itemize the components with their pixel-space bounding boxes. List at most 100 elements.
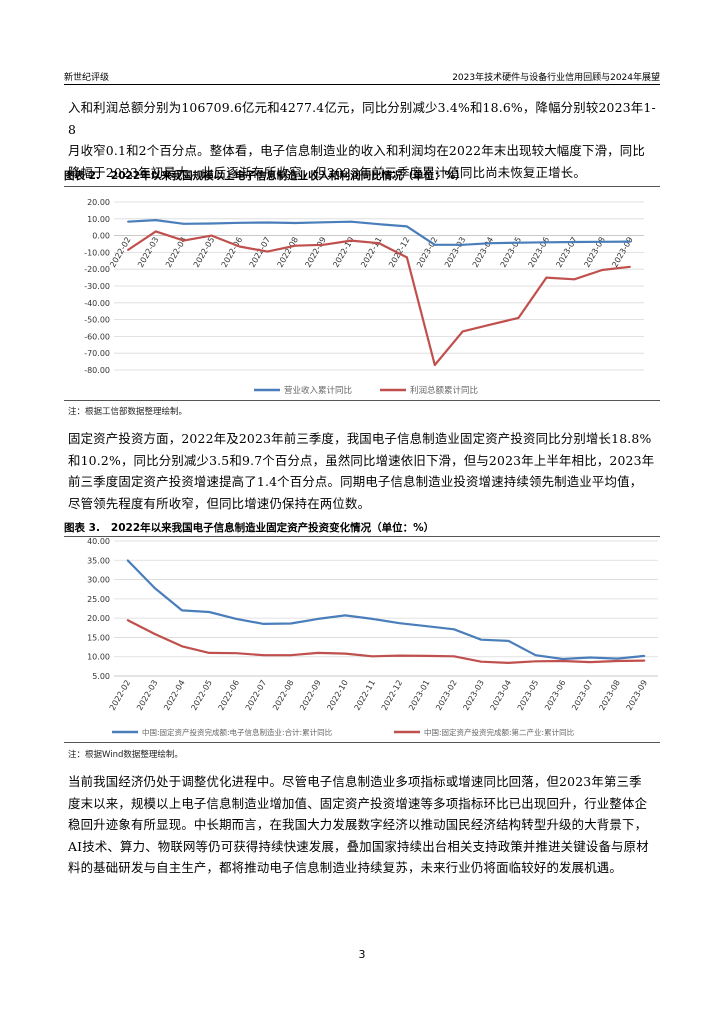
y-tick-label: 25.00 — [87, 595, 110, 604]
y-tick-label: 10.00 — [87, 653, 110, 662]
data-point — [208, 611, 211, 613]
data-point — [425, 625, 428, 628]
data-point — [534, 660, 537, 663]
legend-label: 利润总额累计同比 — [410, 385, 478, 396]
data-point — [378, 223, 380, 226]
figure-3-note: 注：根据Wind数据整理绘制。 — [68, 750, 183, 760]
x-tick-label: 2023-06 — [543, 679, 568, 712]
data-point — [453, 655, 455, 658]
y-tick-label: 40.00 — [87, 537, 110, 546]
paragraph-line: 固定资产投资方面，2022年及2023年前三季度，我国电子信息制造业固定资产投资… — [68, 431, 652, 446]
x-tick-label: 2023-07 — [570, 679, 595, 712]
data-point — [154, 219, 157, 222]
data-point — [127, 220, 129, 223]
paragraph-line: 度末以来，规模以上电子信息制造业增加值、固定资产投资增速等多项指标环比已出现回升… — [68, 795, 648, 811]
data-point — [405, 225, 408, 228]
data-point — [433, 243, 436, 246]
y-tick-label: 15.00 — [87, 633, 110, 642]
paragraph-2: 固定资产投资方面，2022年及2023年前三季度，我国电子信息制造业固定资产投资… — [68, 428, 657, 514]
paragraph-line: 料的基础研发与自主生产，都将推动电子信息制造业持续复苏，未来行业仍将面临较好的发… — [68, 860, 622, 875]
data-point — [350, 220, 353, 223]
x-tick-label: 2022-02 — [108, 679, 133, 712]
legend-label: 中国:固定资产投资完成额:第二产业:累计同比 — [424, 727, 575, 737]
header-report-title: 2023年技术硬件与设备行业信用回顾与2024年展望 — [452, 73, 660, 83]
x-tick-label: 2022-08 — [271, 679, 296, 712]
paragraph-line: 和10.2%，同比分别减少3.5和9.7个百分点，虽然同比增速依旧下滑，但与20… — [68, 452, 655, 468]
data-point — [378, 242, 380, 245]
figure-3-caption: 2022年以来我国电子信息制造业固定资产投资变化情况（单位：%） — [110, 522, 435, 534]
data-point — [262, 654, 265, 657]
figure-3-title: 图表 3. 2022年以来我国电子信息制造业固定资产投资变化情况（单位：%） — [64, 520, 660, 535]
data-point — [262, 623, 265, 625]
data-point — [210, 234, 213, 237]
x-tick-label: 2022-05 — [189, 679, 214, 712]
header-publisher: 新世纪评级 — [64, 73, 110, 83]
data-point — [181, 645, 183, 648]
y-tick-label: 35.00 — [87, 556, 110, 565]
y-tick-label: -80.00 — [84, 366, 110, 375]
x-tick-label: 2022-03 — [135, 679, 160, 712]
data-point — [616, 657, 619, 660]
data-point — [507, 661, 510, 664]
data-point — [398, 654, 401, 657]
data-point — [294, 244, 297, 247]
data-point — [153, 633, 156, 635]
x-tick-label: 2023-08 — [597, 679, 622, 712]
data-point — [589, 656, 591, 659]
data-point — [589, 661, 591, 664]
y-tick-label: -70.00 — [84, 349, 110, 358]
figure-2-bottom-rule — [64, 400, 660, 401]
x-tick-label: 2023-02 — [434, 679, 459, 712]
series-line-2 — [127, 619, 645, 665]
figure-2-chart: 20.00 10.00 0.00 -10.00 -20.00 -30.00 -40.00 -5… — [64, 190, 660, 398]
data-point — [238, 245, 241, 248]
x-tick-label: 2022-10 — [325, 679, 350, 712]
paragraph-3: 当前我国经济仍处于调整优化进程中。尽管电子信息制造业多项指标或增速同比回落，但2… — [68, 771, 657, 879]
data-point — [350, 239, 353, 242]
data-point — [573, 241, 576, 243]
figure-3-top-rule — [64, 536, 660, 537]
data-point — [322, 243, 325, 246]
legend-label: 中国:固定资产投资完成额:电子信息制造业:合计:累计同比 — [142, 727, 333, 737]
data-point — [182, 222, 185, 225]
data-point — [317, 618, 319, 620]
data-point — [480, 638, 483, 641]
data-point — [127, 249, 129, 251]
data-point — [208, 651, 211, 654]
x-tick-label: 2023-03 — [461, 679, 486, 712]
x-tick-label: 2023-04 — [489, 679, 514, 712]
data-point — [629, 265, 631, 268]
data-point — [643, 655, 646, 657]
data-point — [344, 652, 347, 655]
paragraph-line: 稳回升迹象有所显现。中长期而言，在我国大力发展数字经济以推动国民经济结构转型升级… — [68, 817, 648, 832]
figure-2-label: 图表 2. — [64, 170, 100, 182]
y-tick-label: 20.00 — [87, 614, 110, 623]
figure-3-bottom-rule — [64, 742, 660, 743]
data-point — [153, 587, 156, 589]
paragraph-line: AI技术、算力、物联网等仍可获得持续快速发展，叠加国家持续出台相关支持政策并推进… — [68, 838, 649, 854]
y-tick-label: 5.00 — [92, 672, 110, 681]
chart-revenue-profit-yoy: 20.00 10.00 0.00 -10.00 -20.00 -30.00 -40.00 -5… — [84, 198, 644, 396]
page-number: 3 — [358, 948, 366, 961]
x-tick-label: 2022-09 — [298, 679, 323, 712]
data-point — [534, 654, 537, 657]
data-point — [453, 628, 455, 631]
paragraph-1: 入和利润总额分别为106709.6亿元和4277.4亿元，同比分别减少3.4%和… — [68, 97, 657, 183]
figure-2-title: 图表 2. 2022年以来我国规模以上电子信息制造业收入和利润同比情况（单位：%… — [64, 168, 660, 183]
data-point — [629, 240, 631, 243]
data-point — [561, 660, 564, 662]
data-point — [344, 614, 347, 617]
data-point — [210, 222, 213, 225]
y-tick-label: 20.00 — [87, 198, 110, 207]
data-point — [461, 243, 464, 246]
y-tick-label: -10.00 — [84, 248, 110, 257]
y-tick-label: -30.00 — [84, 282, 110, 291]
data-point — [601, 240, 604, 243]
paragraph-line: 降幅于2023年初最大，此后逐渐有所收窄，但2023年前三季度累计值同比尚未恢复… — [68, 164, 586, 180]
data-point — [398, 622, 401, 625]
data-point — [616, 660, 619, 662]
data-point — [154, 230, 157, 233]
y-tick-label: 10.00 — [87, 215, 110, 224]
data-point — [371, 618, 374, 620]
data-point — [405, 256, 408, 259]
